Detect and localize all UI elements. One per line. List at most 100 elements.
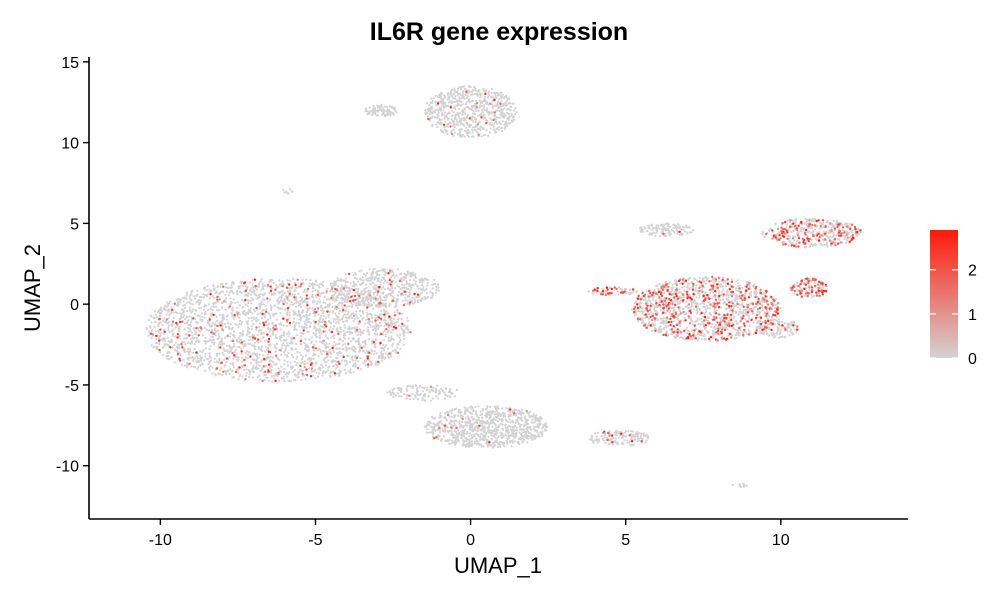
cell-point	[467, 135, 470, 138]
cell-point	[203, 316, 206, 319]
cell-point	[333, 325, 336, 328]
cell-point	[338, 374, 341, 377]
cell-point	[326, 346, 329, 349]
cell-point	[395, 302, 398, 305]
cell-point	[189, 297, 192, 300]
cell-point	[197, 300, 200, 304]
cell-point	[145, 328, 148, 331]
cell-point	[494, 104, 497, 108]
cell-point	[383, 349, 386, 352]
cell-point	[270, 306, 273, 310]
cell-point	[487, 443, 490, 446]
cell-point	[345, 360, 348, 363]
cell-point	[411, 393, 414, 396]
cell-point	[170, 339, 173, 342]
cell-point	[601, 437, 604, 440]
cell-point	[472, 100, 475, 103]
cell-point	[590, 437, 594, 440]
cell-point	[232, 330, 236, 333]
cell-point	[473, 421, 477, 424]
cell-point	[231, 309, 234, 312]
cell-point	[290, 367, 293, 370]
cell-point	[347, 286, 351, 290]
cell-point	[457, 429, 460, 432]
cell-point	[212, 343, 215, 346]
cell-point	[409, 275, 412, 278]
cell-point	[526, 427, 529, 430]
cell-point	[307, 345, 310, 349]
cell-point	[400, 277, 403, 280]
cell-point	[199, 350, 202, 353]
cell-point	[506, 116, 509, 119]
cell-point	[307, 330, 310, 333]
cell-point	[464, 417, 467, 420]
cell-point	[290, 336, 293, 339]
cell-point	[324, 305, 328, 308]
cell-point	[221, 351, 224, 354]
cell-point	[491, 446, 494, 449]
cell-point	[173, 361, 176, 364]
cell-point	[431, 397, 434, 400]
cell-point	[400, 325, 403, 328]
cell-point	[194, 309, 197, 312]
cell-point	[399, 390, 402, 393]
cell-point	[371, 275, 374, 278]
cell-point	[288, 287, 291, 290]
cell-point	[321, 283, 324, 286]
cell-point	[504, 114, 507, 117]
cell-point	[355, 310, 358, 313]
cell-point	[453, 123, 456, 126]
cell-point	[265, 307, 268, 311]
cell-point	[348, 325, 351, 328]
cell-point	[345, 305, 348, 308]
cell-point	[333, 334, 336, 337]
cell-point	[483, 425, 486, 428]
cell-point	[291, 348, 294, 351]
cell-point	[382, 331, 385, 334]
cell-point	[406, 299, 409, 302]
cell-point	[384, 333, 387, 336]
cell-point	[485, 108, 488, 111]
cell-point	[318, 298, 321, 301]
cell-point	[381, 356, 384, 359]
cell-point	[323, 296, 326, 299]
cell-point	[314, 362, 317, 366]
cell-point	[484, 414, 487, 417]
cell-point	[282, 333, 285, 336]
cell-point	[292, 278, 295, 281]
cell-point	[189, 309, 192, 312]
cell-point	[268, 312, 271, 316]
cell-point	[509, 434, 512, 437]
cell-point	[190, 331, 193, 334]
cell-point	[595, 435, 598, 438]
cell-point	[450, 415, 453, 418]
cell-point	[347, 337, 350, 340]
cell-point	[488, 410, 491, 413]
cell-point	[421, 397, 424, 400]
cell-point	[510, 445, 513, 448]
cell-point	[225, 361, 228, 364]
cell-point	[322, 370, 325, 373]
cell-point	[422, 288, 425, 291]
cell-point	[209, 297, 212, 300]
cell-point	[494, 418, 497, 421]
cell-point	[294, 323, 297, 326]
cell-point	[382, 285, 385, 288]
cell-point	[393, 276, 396, 279]
cell-point	[282, 188, 285, 192]
cell-point	[349, 368, 352, 371]
cell-point	[498, 110, 501, 113]
cell-point	[534, 425, 538, 428]
cell-point	[475, 125, 478, 128]
cell-point	[347, 370, 350, 373]
cell-point	[362, 362, 365, 365]
cell-point	[398, 387, 401, 390]
cell-point	[231, 376, 234, 379]
cell-point	[371, 316, 374, 319]
cell-point	[371, 281, 374, 284]
cell-point	[376, 270, 379, 273]
cell-point	[493, 113, 497, 116]
cell-point	[185, 297, 188, 300]
cell-point	[262, 303, 265, 306]
cell-point	[269, 317, 272, 320]
